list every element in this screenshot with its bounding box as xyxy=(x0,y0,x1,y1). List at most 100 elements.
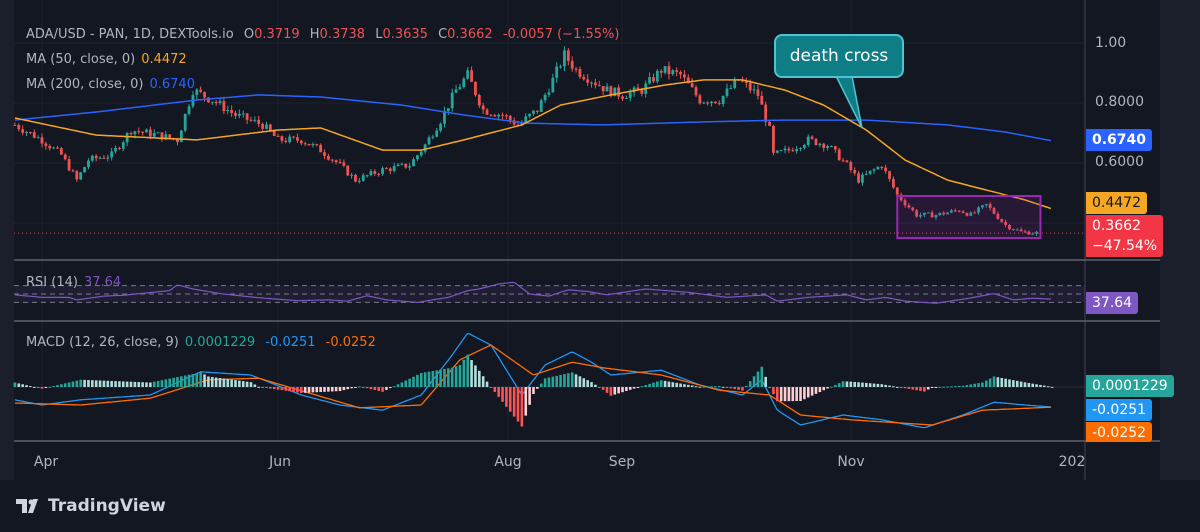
histogram-bar xyxy=(1004,378,1007,387)
histogram-bar xyxy=(992,376,996,387)
ma200-legend[interactable]: MA (200, close, 0) 0.6740 xyxy=(26,77,201,92)
candle xyxy=(446,108,450,112)
histogram-bar xyxy=(1000,377,1004,387)
candle xyxy=(102,157,106,159)
candle xyxy=(87,160,90,168)
histogram-bar xyxy=(443,368,446,387)
death-cross-callout[interactable]: death cross xyxy=(774,34,904,78)
candle xyxy=(48,145,52,149)
rsi-line xyxy=(14,281,1051,304)
histogram-bar xyxy=(806,387,810,398)
candle xyxy=(624,97,628,99)
histogram-bar xyxy=(454,366,458,387)
histogram-bar xyxy=(323,387,326,392)
candle xyxy=(702,102,706,104)
candle xyxy=(160,132,164,140)
macd-legend[interactable]: MACD (12, 26, close, 9) 0.0001229 -0.0251… xyxy=(26,335,382,350)
candle xyxy=(148,129,152,137)
candle xyxy=(938,212,942,216)
histogram-bar xyxy=(671,382,675,387)
candle xyxy=(1008,225,1011,230)
histogram-bar xyxy=(435,370,439,387)
candle xyxy=(257,119,261,124)
macd-signal-value: -0.0252 xyxy=(325,335,376,350)
histogram-bar xyxy=(532,387,535,394)
candle xyxy=(176,139,179,143)
candle xyxy=(32,132,36,138)
candle xyxy=(303,143,307,145)
candle xyxy=(489,114,493,116)
histogram-bar xyxy=(632,387,636,389)
candle xyxy=(17,124,21,130)
candle xyxy=(508,115,512,121)
candle xyxy=(44,143,48,146)
histogram-bar xyxy=(984,380,988,387)
histogram-bar xyxy=(841,381,845,387)
ma50-legend[interactable]: MA (50, close, 0) 0.4472 xyxy=(26,52,193,67)
open-value: 0.3719 xyxy=(254,27,300,42)
candle xyxy=(296,137,299,141)
histogram-bar xyxy=(1027,382,1031,387)
price-tick: 1.00 xyxy=(1095,35,1127,51)
candle xyxy=(419,151,423,156)
candle xyxy=(516,124,520,126)
candle xyxy=(984,204,988,206)
histogram-bar xyxy=(29,386,32,388)
histogram-bar xyxy=(644,385,648,387)
ma200-line xyxy=(14,94,1052,142)
logo-text: TradingView xyxy=(48,496,166,516)
histogram-bar xyxy=(938,386,942,388)
candle xyxy=(412,159,415,167)
histogram-bar xyxy=(489,387,493,388)
histogram-bar xyxy=(164,379,168,387)
candle xyxy=(512,120,516,125)
candle xyxy=(698,95,702,104)
candle xyxy=(760,95,764,105)
rsi-legend[interactable]: RSI (14) 37.64 xyxy=(26,275,127,290)
candle xyxy=(237,113,241,116)
candle xyxy=(659,70,663,73)
candle xyxy=(400,163,404,165)
candle xyxy=(234,112,237,116)
tradingview-logo[interactable]: TradingView xyxy=(16,496,166,516)
candle xyxy=(872,169,876,171)
histogram-bar xyxy=(152,381,156,387)
candle xyxy=(466,70,470,79)
histogram-bar xyxy=(679,383,682,387)
candle xyxy=(601,86,605,92)
histogram-bar xyxy=(613,387,617,395)
histogram-bar xyxy=(447,368,450,387)
candle xyxy=(241,113,245,115)
histogram-bar xyxy=(439,369,442,387)
ma50-label: MA (50, close, 0) xyxy=(26,52,136,67)
candle xyxy=(532,110,535,114)
histogram-bar xyxy=(32,386,36,388)
histogram-bar xyxy=(218,378,222,387)
macd-hist-tag: 0.0001229 xyxy=(1086,375,1174,397)
histogram-bar xyxy=(973,383,976,387)
histogram-bar xyxy=(876,383,880,387)
histogram-bar xyxy=(276,387,280,390)
candle xyxy=(729,87,733,89)
histogram-bar xyxy=(180,376,183,387)
candle xyxy=(892,178,895,188)
histogram-bar xyxy=(907,387,911,389)
histogram-bar xyxy=(694,386,698,388)
candle xyxy=(694,87,698,96)
macd-label: MACD (12, 26, close, 9) xyxy=(26,335,179,350)
right-strip xyxy=(1160,0,1200,480)
histogram-bar xyxy=(597,387,601,388)
candle xyxy=(551,77,555,93)
candle xyxy=(1019,229,1023,232)
candle xyxy=(369,171,373,176)
histogram-bar xyxy=(547,377,551,387)
candle xyxy=(110,151,114,158)
candle xyxy=(377,173,381,175)
candle xyxy=(83,167,86,173)
candle xyxy=(462,78,466,88)
histogram-bar xyxy=(857,382,860,387)
candle xyxy=(930,212,934,218)
histogram-bar xyxy=(853,381,856,387)
histogram-bar xyxy=(481,376,485,387)
